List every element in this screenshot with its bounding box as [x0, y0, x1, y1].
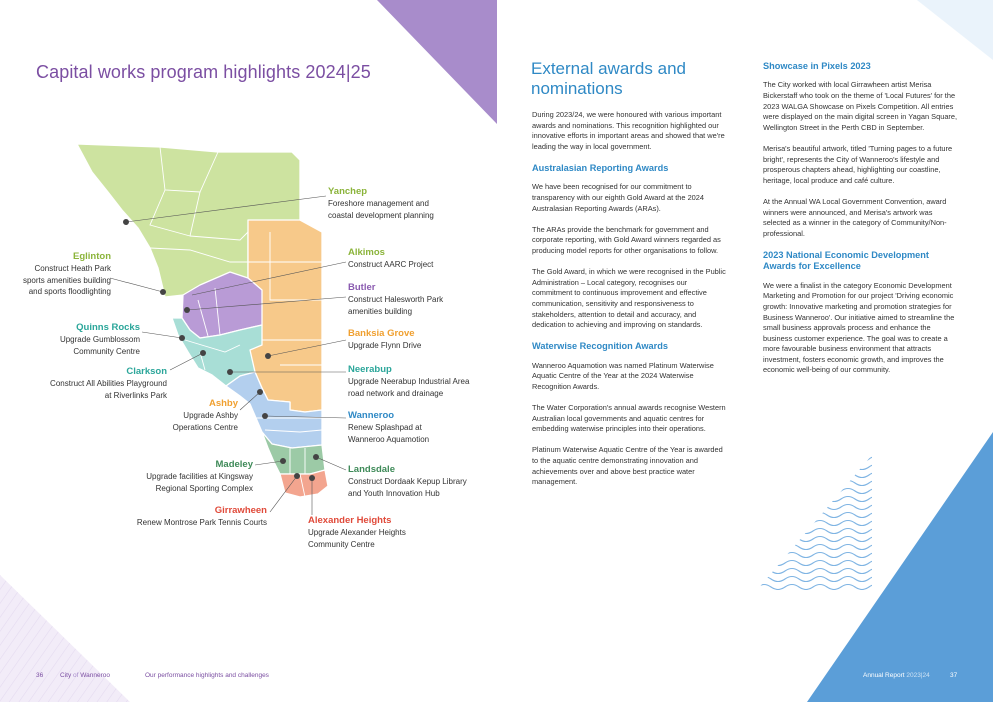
map-region-quinns-clarkson — [171, 317, 263, 387]
right-page: External awards and nominations During 2… — [497, 0, 993, 702]
callout-girrawheen: Girrawheen Renew Montrose Park Tennis Co… — [120, 505, 267, 529]
map-region-wanneroo — [225, 371, 323, 449]
footer-section: Our performance highlights and challenge… — [145, 672, 269, 679]
map-region-girrawheen-alexander — [279, 469, 329, 498]
intro-paragraph: During 2023/24, we were honoured with va… — [532, 110, 725, 151]
page-number: 37 — [950, 672, 958, 679]
callout-ashby: Ashby Upgrade Ashby Operations Centre — [160, 398, 238, 433]
callout-landsdale: Landsdale Construct Dordaak Kepup Librar… — [348, 464, 478, 499]
callout-desc: Upgrade facilities at Kingsway Regional … — [146, 472, 253, 493]
callout-name: Clarkson — [126, 366, 167, 377]
lavender-pattern-decoration — [0, 575, 130, 702]
section-heading-waterwise: Waterwise Recognition Awards — [532, 341, 668, 352]
callout-name: Girrawheen — [214, 505, 267, 516]
paragraph: The Gold Award, in which we were recogni… — [532, 267, 726, 330]
paragraph: Platinum Waterwise Aquatic Centre of the… — [532, 445, 723, 487]
callout-name: Landsdale — [348, 464, 395, 475]
callout-desc: Foreshore management and coastal develop… — [328, 199, 434, 220]
callout-desc: Upgrade Flynn Drive — [348, 341, 422, 350]
footer-brand: City of Wanneroo — [60, 672, 110, 679]
blue-triangle-decoration — [807, 0, 993, 702]
purple-triangle-decoration — [377, 0, 497, 124]
callout-name: Madeley — [215, 459, 254, 470]
footer-report-label: Annual Report — [863, 672, 905, 679]
paragraph: We have been recognised for our commitme… — [532, 182, 705, 213]
callout-desc: Upgrade Neerabup Industrial Area road ne… — [348, 377, 470, 398]
section-heading-economic: 2023 National Economic Development Award… — [763, 249, 929, 272]
callout-name: Eglinton — [73, 251, 111, 262]
callout-yanchep: Yanchep Foreshore management and coastal… — [328, 186, 440, 221]
callout-desc: Construct AARC Project — [348, 260, 434, 269]
callout-desc: Construct Heath Park sports amenities bu… — [22, 264, 111, 296]
paragraph: Wanneroo Aquamotion was named Platinum W… — [532, 360, 714, 391]
paragraph: Merisa's beautiful artwork, titled 'Turn… — [763, 143, 953, 185]
paragraph: The Water Corporation's annual awards re… — [532, 403, 726, 434]
callout-name: Quinns Rocks — [76, 322, 140, 333]
left-page: Capital works program highlights 2024|25 — [0, 0, 497, 702]
callout-wanneroo: Wanneroo Renew Splashpad at Wanneroo Aqu… — [348, 410, 448, 445]
callout-neerabup: Neerabup Upgrade Neerabup Industrial Are… — [348, 364, 473, 399]
callout-desc: Construct All Abilities Playground at Ri… — [50, 379, 167, 400]
page-number: 36 — [36, 672, 44, 679]
callout-desc: Construct Dordaak Kepup Library and Yout… — [348, 477, 467, 498]
callout-desc: Upgrade Alexander Heights Community Cent… — [308, 528, 406, 549]
callout-alkimos: Alkimos Construct AARC Project — [348, 247, 468, 271]
callout-clarkson: Clarkson Construct All Abilities Playgro… — [46, 366, 167, 401]
callout-name: Wanneroo — [348, 410, 395, 421]
callout-alexander-heights: Alexander Heights Upgrade Alexander Heig… — [308, 515, 428, 550]
section-heading-showcase: Showcase in Pixels 2023 — [763, 61, 871, 71]
callout-desc: Upgrade Ashby Operations Centre — [172, 411, 238, 432]
callout-name: Neerabup — [348, 364, 392, 375]
wave-pattern-decoration — [757, 455, 872, 590]
column-right: Showcase in Pixels 2023 The City worked … — [763, 59, 961, 387]
callout-butler: Butler Construct Halesworth Park ameniti… — [348, 282, 468, 317]
callout-desc: Renew Montrose Park Tennis Courts — [136, 518, 267, 527]
paragraph: At the Annual WA Local Government Conven… — [763, 196, 947, 238]
callout-desc: Upgrade Gumblossom Community Centre — [59, 335, 140, 356]
paragraph: The City worked with local Girrawheen ar… — [763, 80, 958, 132]
footer-brand-of: of — [73, 672, 79, 679]
paragraph: The ARAs provide the benchmark for gover… — [532, 224, 721, 255]
page-title: Capital works program highlights 2024|25 — [36, 62, 371, 82]
callout-banksia-grove: Banksia Grove Upgrade Flynn Drive — [348, 328, 468, 352]
footer-brand-wanneroo: Wanneroo — [80, 672, 110, 679]
footer-brand-city: City — [60, 672, 72, 679]
callout-madeley: Madeley Upgrade facilities at Kingsway R… — [128, 459, 253, 494]
callout-desc: Construct Halesworth Park amenities buil… — [348, 295, 444, 316]
callout-name: Alexander Heights — [308, 515, 392, 526]
callout-desc: Renew Splashpad at Wanneroo Aquamotion — [348, 423, 430, 444]
callout-name: Yanchep — [328, 186, 368, 197]
callout-quinns-rocks: Quinns Rocks Upgrade Gumblossom Communit… — [40, 322, 140, 357]
map-markers — [123, 219, 319, 481]
footer-report-year: 2023|24 — [906, 672, 930, 679]
callout-name: Alkimos — [348, 247, 385, 258]
callout-name: Butler — [348, 282, 376, 293]
column-left: During 2023/24, we were honoured with va… — [532, 110, 728, 498]
callout-name: Banksia Grove — [348, 328, 415, 339]
paragraph: We were a finalist in the category Econo… — [763, 280, 955, 375]
section-heading-australasian: Australasian Reporting Awards — [532, 162, 669, 173]
page-title: External awards and nominations — [531, 59, 686, 98]
suburb-map — [76, 143, 347, 515]
footer-report: Annual Report 2023|24 — [863, 672, 930, 679]
callout-name: Ashby — [208, 398, 238, 409]
callout-eglinton: Eglinton Construct Heath Park sports ame… — [22, 251, 111, 298]
